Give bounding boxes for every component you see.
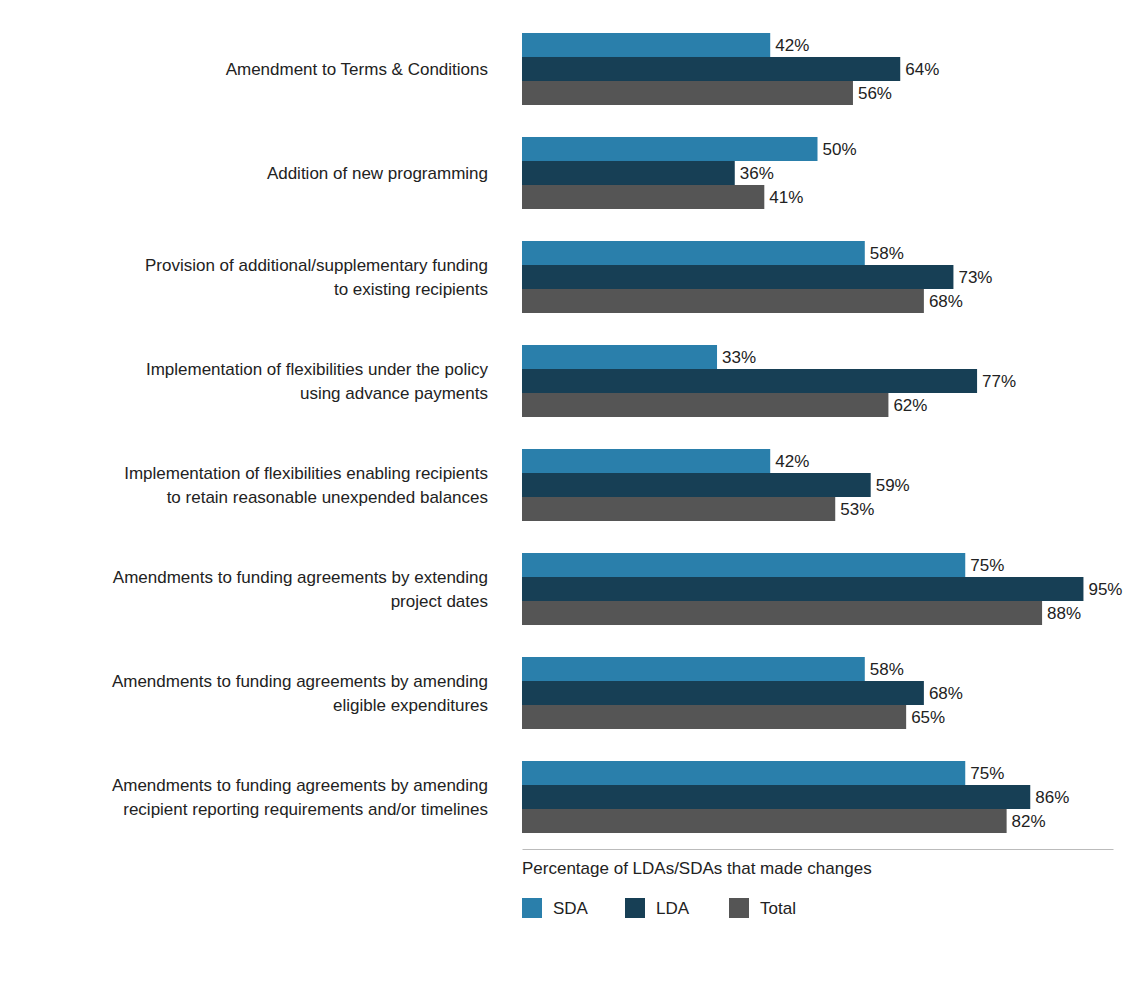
bar	[522, 449, 770, 473]
category-label: Implementation of flexibilities enabling…	[124, 464, 488, 507]
bar	[522, 761, 965, 785]
bar	[522, 345, 717, 369]
data-label: 82%	[1012, 812, 1046, 831]
data-label: 88%	[1047, 604, 1081, 623]
data-label: 59%	[876, 476, 910, 495]
data-label: 73%	[958, 268, 992, 287]
category-label: Amendments to funding agreements by amen…	[112, 776, 488, 819]
legend-swatch	[729, 898, 749, 918]
bar	[522, 57, 900, 81]
data-label: 77%	[982, 372, 1016, 391]
legend-label: Total	[760, 899, 796, 918]
data-label: 95%	[1088, 580, 1122, 599]
data-label: 53%	[840, 500, 874, 519]
bar	[522, 785, 1030, 809]
legend-swatch	[625, 898, 645, 918]
legend-label: SDA	[553, 899, 589, 918]
data-label: 56%	[858, 84, 892, 103]
data-label: 33%	[722, 348, 756, 367]
y-axis-labels: Amendment to Terms & Conditions Addition …	[112, 60, 489, 819]
data-label: 75%	[970, 764, 1004, 783]
data-label: 41%	[769, 188, 803, 207]
data-label: 42%	[775, 36, 809, 55]
bar	[522, 393, 888, 417]
legend: Percentage of LDAs/SDAs that made change…	[522, 859, 872, 918]
bar	[522, 553, 965, 577]
data-label: 62%	[893, 396, 927, 415]
bar	[522, 809, 1007, 833]
data-labels: 42% 50% 58% 33% 42% 75% 58% 75% 64% 36% 73% 77% 59% 9…	[722, 36, 1122, 831]
x-axis-line	[523, 849, 1114, 850]
x-label: Percentage of LDAs/SDAs that made change…	[522, 859, 872, 878]
bar	[522, 161, 735, 185]
category-label: Implementation of flexibilities under th…	[146, 360, 489, 403]
data-label: 36%	[740, 164, 774, 183]
data-label: 58%	[870, 244, 904, 263]
bar	[522, 497, 835, 521]
bar	[522, 473, 871, 497]
bars	[522, 33, 1083, 833]
bar	[522, 33, 770, 57]
bar	[522, 657, 865, 681]
bar	[522, 577, 1083, 601]
category-label: Amendments to funding agreements by exte…	[113, 568, 488, 611]
legend-label: LDA	[656, 899, 690, 918]
bar	[522, 241, 865, 265]
data-label: 50%	[823, 140, 857, 159]
data-label: 42%	[775, 452, 809, 471]
category-label: Addition of new programming	[267, 164, 488, 183]
data-label: 86%	[1035, 788, 1069, 807]
data-label: 68%	[929, 292, 963, 311]
bar	[522, 265, 953, 289]
x-axis	[523, 849, 1114, 850]
bar	[522, 681, 924, 705]
bar	[522, 289, 924, 313]
bar	[522, 137, 818, 161]
data-label: 64%	[905, 60, 939, 79]
category-label: Amendments to funding agreements by amen…	[112, 672, 488, 715]
data-label: 68%	[929, 684, 963, 703]
bar	[522, 705, 906, 729]
data-label: 58%	[870, 660, 904, 679]
bar	[522, 81, 853, 105]
data-label: 65%	[911, 708, 945, 727]
bar	[522, 369, 977, 393]
category-label: Provision of additional/supplementary fu…	[145, 256, 488, 299]
bar	[522, 185, 764, 209]
bar	[522, 601, 1042, 625]
category-label: Amendment to Terms & Conditions	[226, 60, 488, 79]
legend-swatch	[522, 898, 542, 918]
data-label: 75%	[970, 556, 1004, 575]
chart: 42% 50% 58% 33% 42% 75% 58% 75% 64% 36% 73% 77% 59% 9…	[0, 0, 1140, 1000]
